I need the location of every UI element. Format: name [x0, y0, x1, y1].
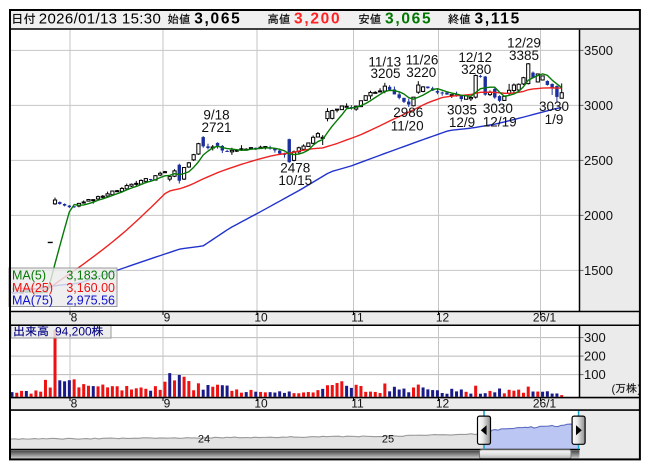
svg-text:12/12: 12/12	[458, 50, 492, 65]
svg-text:2478: 2478	[280, 160, 310, 175]
svg-text:3030: 3030	[539, 99, 569, 114]
svg-text:3030: 3030	[483, 101, 513, 116]
svg-text:3,065: 3,065	[194, 11, 241, 28]
svg-text:3385: 3385	[509, 48, 539, 63]
svg-text:3,200: 3,200	[294, 11, 341, 28]
svg-text:11/20: 11/20	[391, 119, 424, 134]
svg-text:1500: 1500	[584, 263, 613, 278]
svg-text:3000: 3000	[584, 98, 613, 113]
svg-text:26/1: 26/1	[533, 311, 557, 325]
svg-text:3205: 3205	[370, 66, 400, 81]
svg-text:9: 9	[164, 397, 171, 411]
svg-text:11: 11	[351, 311, 364, 325]
svg-text:3500: 3500	[584, 43, 613, 58]
svg-text:200: 200	[584, 349, 606, 364]
svg-text:10/15: 10/15	[278, 173, 312, 188]
svg-text:300: 300	[584, 330, 606, 345]
svg-text:9/18: 9/18	[203, 108, 229, 123]
svg-text:12/9: 12/9	[449, 115, 475, 130]
svg-text:3,115: 3,115	[475, 11, 521, 28]
svg-text:3,160.00: 3,160.00	[66, 281, 115, 295]
svg-text:MA(5): MA(5)	[12, 269, 46, 283]
svg-text:11/13: 11/13	[368, 55, 401, 70]
svg-text:24: 24	[198, 433, 210, 445]
svg-text:12: 12	[436, 397, 450, 411]
svg-text:2,975.56: 2,975.56	[66, 294, 115, 308]
svg-text:3,065: 3,065	[385, 11, 432, 28]
svg-text:94,200: 94,200	[55, 325, 92, 339]
svg-text:100: 100	[584, 367, 606, 382]
svg-text:(: (	[612, 384, 616, 396]
svg-text:26/1: 26/1	[533, 397, 557, 411]
svg-text:12/29: 12/29	[507, 35, 541, 50]
svg-text:11: 11	[351, 397, 364, 411]
svg-text:3035: 3035	[447, 103, 477, 118]
svg-text:10: 10	[254, 311, 268, 325]
svg-text:MA(75): MA(75)	[12, 294, 53, 308]
svg-text:3220: 3220	[406, 65, 436, 80]
svg-text:25: 25	[382, 433, 394, 445]
svg-text:2026/01/13 15:30: 2026/01/13 15:30	[39, 11, 161, 28]
svg-text:2986: 2986	[393, 105, 423, 120]
svg-text:2500: 2500	[584, 153, 613, 168]
svg-text:9: 9	[164, 311, 171, 325]
svg-text:1/9: 1/9	[545, 112, 564, 127]
svg-text:8: 8	[71, 311, 78, 325]
svg-text:2000: 2000	[584, 208, 613, 223]
svg-text:10: 10	[254, 397, 268, 411]
svg-text:8: 8	[71, 397, 78, 411]
svg-text:11/26: 11/26	[406, 52, 439, 67]
svg-text:3280: 3280	[461, 62, 491, 77]
svg-text:12: 12	[436, 311, 450, 325]
svg-text:MA(25): MA(25)	[12, 281, 53, 295]
svg-text:3,183.00: 3,183.00	[66, 269, 115, 283]
svg-text:2721: 2721	[201, 120, 231, 135]
svg-text:12/19: 12/19	[483, 114, 517, 129]
